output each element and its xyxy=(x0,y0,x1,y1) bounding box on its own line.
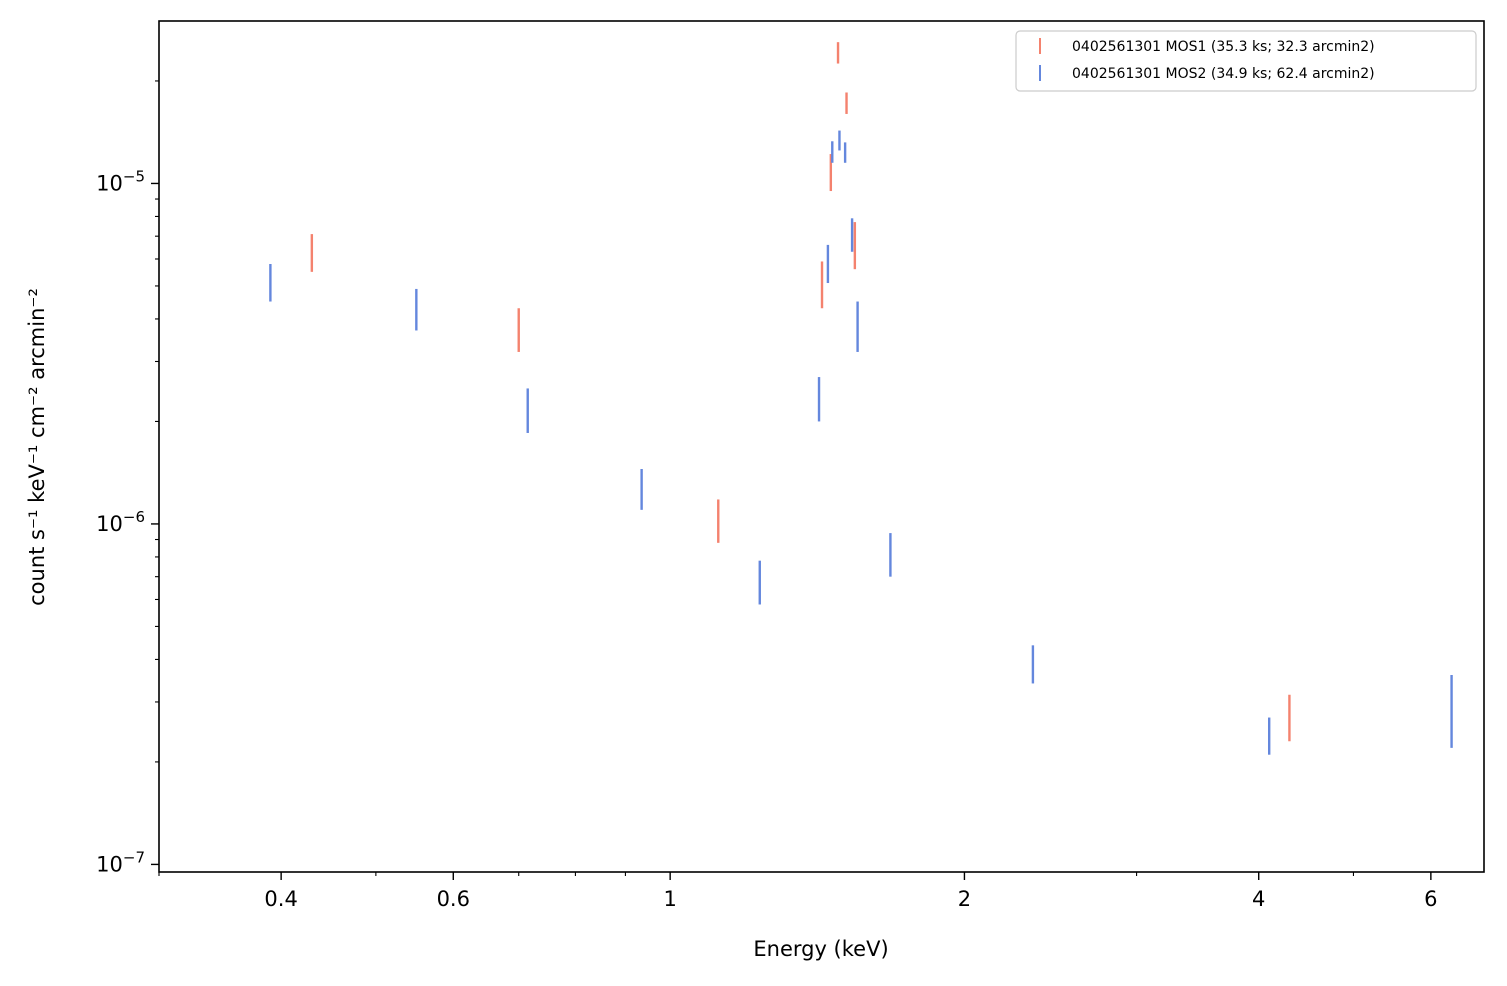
y-tick-label: 10−5 xyxy=(96,167,145,195)
x-tick-label: 2 xyxy=(958,887,971,911)
y-tick-label: 10−6 xyxy=(96,508,145,536)
legend-box xyxy=(1015,30,1477,92)
x-tick-label: 1 xyxy=(663,887,676,911)
legend-label-mos2: 0402561301 MOS2 (34.9 ks; 62.4 arcmin2) xyxy=(1072,66,1375,82)
y-axis: 10−7 10−6 10−5 xyxy=(96,80,159,876)
x-axis-label: Energy (keV) xyxy=(753,937,888,961)
legend: 0402561301 MOS1 (35.3 ks; 32.3 arcmin2) … xyxy=(1015,30,1477,92)
plot-frame xyxy=(158,20,1485,873)
x-axis: 0.4 0.6 1 2 4 6 xyxy=(158,872,1438,911)
data-marks xyxy=(269,42,1453,755)
y-axis-label: count s⁻¹ keV⁻¹ cm⁻² arcmin⁻² xyxy=(25,288,49,606)
y-tick-label: 10−7 xyxy=(96,848,145,876)
x-tick-label: 0.6 xyxy=(437,887,470,911)
x-tick-label: 6 xyxy=(1424,887,1437,911)
x-tick-label: 4 xyxy=(1252,887,1265,911)
legend-label-mos1: 0402561301 MOS1 (35.3 ks; 32.3 arcmin2) xyxy=(1072,39,1375,55)
x-tick-label: 0.4 xyxy=(264,887,297,911)
